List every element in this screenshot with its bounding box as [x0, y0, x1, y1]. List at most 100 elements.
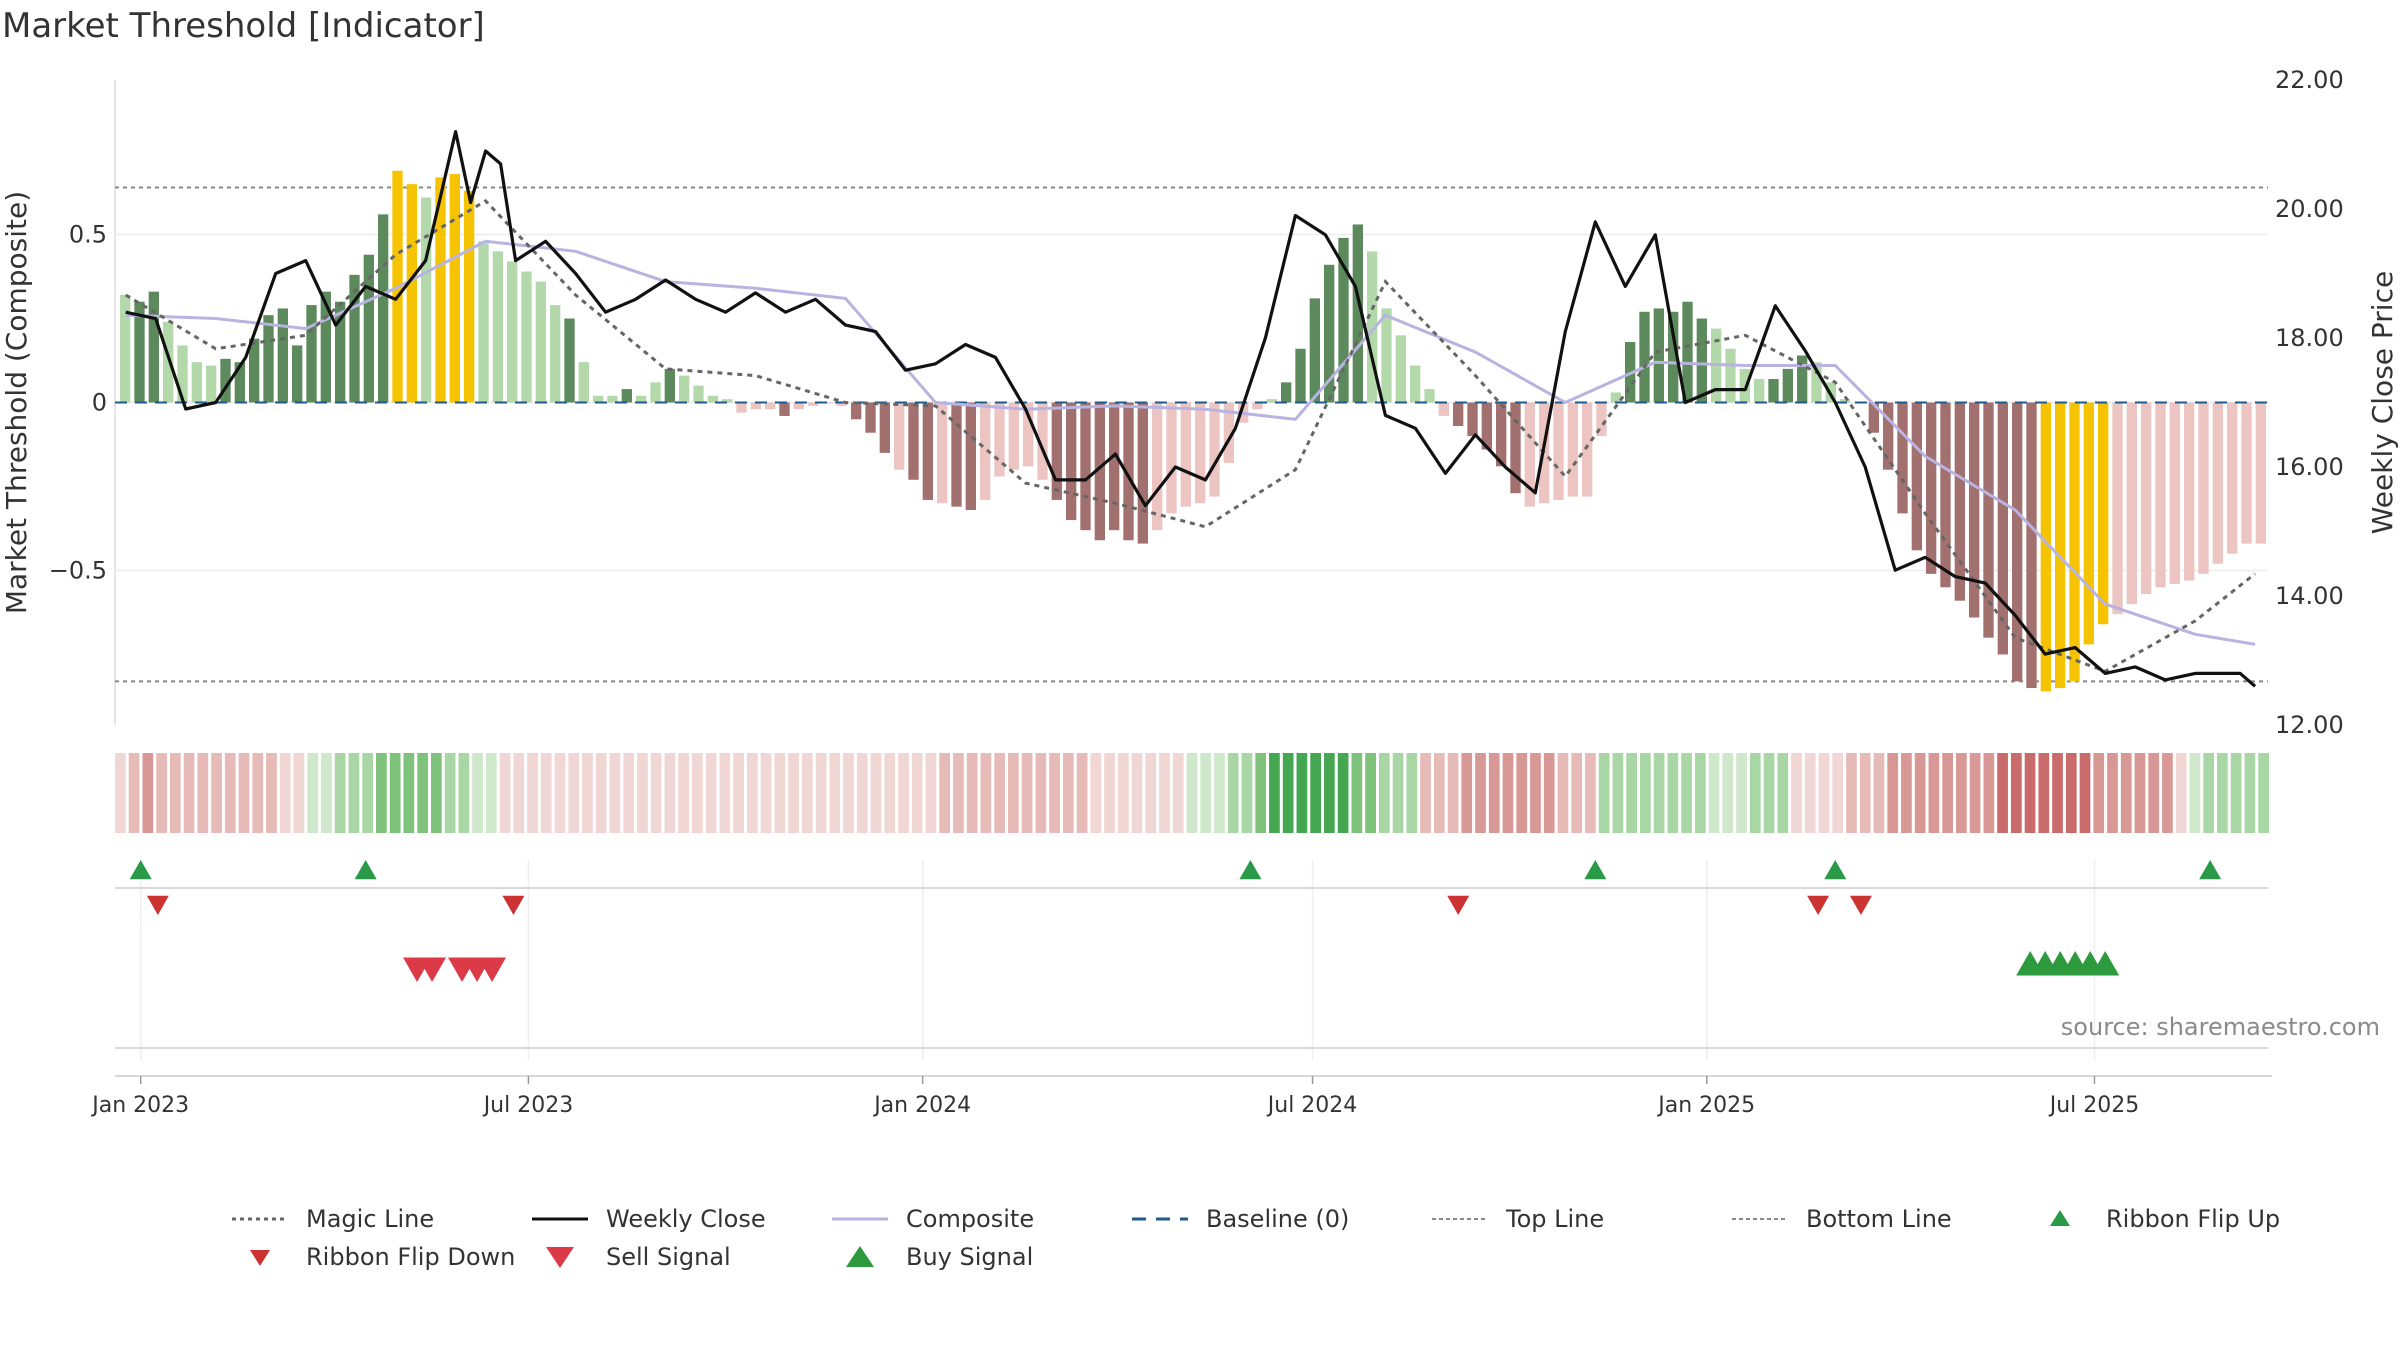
ribbon-cell [1653, 753, 1665, 833]
histogram-bar [836, 402, 847, 406]
histogram-bar [1352, 224, 1363, 403]
ribbon-flip-up-marker [1584, 860, 1607, 880]
ribbon-cell [692, 753, 703, 833]
histogram-bar [535, 281, 546, 403]
ribbon-cell [2230, 753, 2242, 833]
ribbon-cell [389, 753, 401, 833]
histogram-bar [320, 291, 331, 403]
ribbon-cell [1585, 753, 1596, 833]
histogram-bar [1137, 402, 1148, 544]
legend-label: Magic Line [306, 1205, 435, 1233]
ribbon-cell [1956, 753, 1967, 833]
legend-item: Top Line [1430, 1205, 1604, 1233]
ribbon-cell [1282, 753, 1294, 833]
histogram-bar [1381, 308, 1392, 403]
histogram-bar [1969, 402, 1980, 618]
ribbon-cell [1351, 753, 1363, 833]
histogram-bar [707, 395, 718, 403]
histogram-bar [736, 402, 747, 413]
histogram-bar [650, 382, 661, 403]
ribbon-cell [1887, 753, 1899, 833]
histogram-bar [1123, 402, 1134, 541]
magic-line [124, 198, 2257, 673]
y2-tick-label: 12.00 [2275, 711, 2344, 739]
y-axis-title: Market Threshold (Composite) [0, 191, 33, 614]
ribbon-cell [2010, 753, 2022, 833]
histogram-bar [1109, 402, 1120, 531]
histogram-bar [2098, 402, 2109, 625]
legend-item: Weekly Close [530, 1205, 766, 1233]
histogram-bar [521, 271, 532, 403]
histogram-bar [1510, 402, 1521, 494]
histogram-bars [120, 170, 2266, 692]
histogram-bar [1066, 402, 1077, 521]
histogram-bar [249, 338, 260, 403]
histogram-bar [1281, 382, 1292, 403]
ribbon-cell [2107, 753, 2118, 833]
histogram-bar [1524, 402, 1535, 507]
ribbon-cell [1832, 753, 1844, 833]
y-tick-label: 0.5 [69, 221, 107, 249]
legend-item: Baseline (0) [1130, 1205, 1349, 1233]
ribbon-cell [911, 753, 923, 833]
legend-label: Baseline (0) [1206, 1205, 1350, 1233]
ribbon-cell [1324, 753, 1335, 833]
ribbon-cell [856, 753, 868, 833]
histogram-bar [2184, 402, 2195, 581]
histogram-bar [1295, 348, 1306, 403]
y2-axis-title: Weekly Close Price [2366, 271, 2399, 534]
ribbon-cell [1296, 753, 1308, 833]
ribbon-cell [1172, 753, 1184, 833]
y2-tick-label: 16.00 [2275, 453, 2344, 481]
legend-symbol [250, 1250, 270, 1266]
ribbon-cell [2258, 753, 2269, 833]
legend-label: Sell Signal [606, 1243, 731, 1271]
legend-symbol [1732, 1218, 1788, 1220]
ribbon-cell [774, 753, 786, 833]
ribbon-cell [1475, 753, 1486, 833]
ribbon-cell [650, 753, 662, 833]
ribbon-cell [2038, 753, 2050, 833]
histogram-bar [421, 197, 432, 403]
ribbon-cell [595, 753, 607, 833]
y2-tick-label: 14.00 [2275, 582, 2344, 610]
histogram-bar [1883, 402, 1894, 470]
ribbon-cell [884, 753, 896, 833]
histogram-bar [1768, 378, 1779, 403]
x-tick-label: Jan 2023 [90, 1093, 189, 1118]
histogram-bar [1453, 402, 1464, 427]
histogram-bar [564, 318, 575, 403]
ribbon-cell [1488, 753, 1500, 833]
ribbon-cell [238, 753, 250, 833]
histogram-bar [1438, 402, 1449, 416]
ribbon-cell [1777, 753, 1789, 833]
ribbon-cell [870, 753, 882, 833]
y2-tick-label: 20.00 [2275, 195, 2344, 223]
histogram-bar [578, 362, 589, 403]
histogram-bar [2012, 402, 2023, 682]
histogram-bar [1080, 402, 1091, 531]
ribbon-cell [1447, 753, 1459, 833]
legend-label: Ribbon Flip Up [2106, 1205, 2281, 1233]
ribbon-cell [211, 753, 222, 833]
ribbon-cell [266, 753, 277, 833]
ribbon-cell [719, 753, 731, 833]
ribbon-cell [1502, 753, 1514, 833]
legend-label: Buy Signal [906, 1243, 1034, 1271]
ribbon-cell [1997, 753, 2008, 833]
histogram-bar [765, 402, 776, 410]
histogram-bar [1954, 402, 1965, 601]
ribbon-cell [1983, 753, 1995, 833]
histogram-bar [1653, 308, 1664, 403]
ribbon-cell [1159, 753, 1170, 833]
ribbon-cell [1516, 753, 1528, 833]
sell-signal-marker [478, 957, 507, 982]
ribbon-cell [1406, 753, 1418, 833]
ribbon-flip-up-marker [1239, 860, 1262, 880]
y2-tick-label: 22.00 [2275, 66, 2344, 94]
histogram-bar [965, 402, 976, 510]
ribbon-cell [1859, 753, 1871, 833]
ribbon-cell [1378, 753, 1390, 833]
histogram-bar [2040, 402, 2051, 692]
